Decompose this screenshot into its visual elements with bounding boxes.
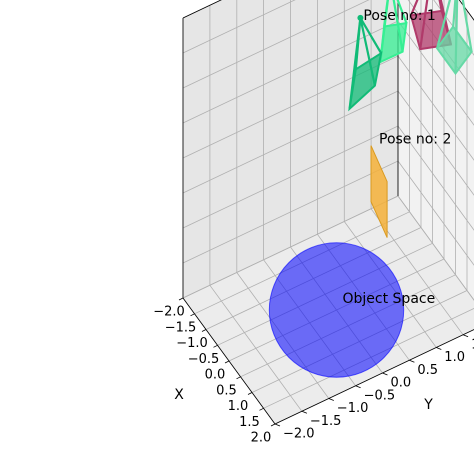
pose-frustum-edge <box>461 0 473 52</box>
object-space-sphere <box>268 242 405 378</box>
x-tick-label: 1.0 <box>228 399 249 414</box>
x-tick <box>178 297 184 301</box>
pose-frustum-edge <box>409 0 419 16</box>
poses-layer: Pose no: 0Pose no: 3Pose no: 4Pose no: 1… <box>348 0 473 238</box>
x-tick-label: −1.5 <box>165 320 197 335</box>
y-tick-label: −0.5 <box>364 388 396 403</box>
pose-apex-point <box>357 14 364 21</box>
y-tick <box>274 423 281 427</box>
grid-line-z <box>397 195 474 301</box>
y-tick <box>409 359 415 363</box>
grid-line-z <box>182 20 399 124</box>
y-tick <box>436 347 442 350</box>
x-tick <box>270 423 276 427</box>
y-tick-label: −1.5 <box>310 414 342 429</box>
pose-label: Pose no: 1 <box>363 8 435 24</box>
grid-line-z <box>182 0 370 89</box>
y-tick-label: −1.0 <box>337 401 369 416</box>
x-tick <box>190 313 195 317</box>
grid-line-z <box>397 55 474 161</box>
pose-frustum-edge <box>419 0 429 50</box>
y-tick <box>462 334 469 338</box>
x-tick-label: 2.0 <box>251 431 272 446</box>
grid-line-z <box>182 125 399 229</box>
object-space-label: Object Space <box>343 291 436 307</box>
pose-3: Pose no: 1 <box>348 8 436 112</box>
grid-line-z <box>397 125 474 231</box>
object-space-layer: Object Space <box>268 242 436 378</box>
pose-frustum-edge <box>354 17 362 70</box>
grid-line-z <box>397 90 474 196</box>
pose-frustum-edge <box>454 0 459 74</box>
y-tick <box>301 410 308 414</box>
grid-line-z <box>182 0 296 54</box>
x-tick-label: 1.5 <box>239 415 260 430</box>
pose-frustum-edge <box>396 0 408 24</box>
x-tick <box>213 344 218 348</box>
y-tick <box>382 372 388 376</box>
x-tick-label: 0.0 <box>205 368 226 383</box>
pose-label: Pose no: 2 <box>379 132 451 148</box>
pane-edge <box>182 0 222 19</box>
x-tick <box>259 407 264 411</box>
x-tick <box>236 376 241 380</box>
x-tick <box>224 360 230 364</box>
pose-frustum-edge <box>452 0 457 27</box>
pose-plane <box>370 145 388 238</box>
grid-line-z <box>397 20 474 126</box>
pose-frustum-edge <box>438 0 443 12</box>
y-tick <box>328 398 334 401</box>
x-tick <box>201 329 207 332</box>
tick-labels: −2.0−1.5−1.0−0.50.00.51.01.52.0 −2.0−1.5−… <box>153 297 474 446</box>
pose-frustum-edge <box>359 17 383 54</box>
grid-line-z <box>182 195 399 299</box>
x-tick-label: −0.5 <box>188 352 220 367</box>
y-tick <box>355 385 361 389</box>
pose-frustum-edge <box>392 0 404 52</box>
grid-line-z <box>397 160 474 266</box>
pose-1: Pose no: 3 <box>435 0 473 76</box>
x-tick-label: −2.0 <box>153 305 185 320</box>
y-tick-label: 1.5 <box>471 337 474 352</box>
grid-line-z <box>182 160 399 264</box>
x-tick-label: 0.5 <box>216 383 237 398</box>
grid-line-z <box>182 90 399 194</box>
y-tick-label: 0.5 <box>417 363 438 378</box>
grid-line-y <box>209 285 303 412</box>
y-tick-label: 0.0 <box>391 376 412 391</box>
x-tick-label: −1.0 <box>176 336 208 351</box>
pose-frustum-edge <box>436 0 451 49</box>
pose-4: Pose no: 2 <box>370 132 451 238</box>
pose-frustum-edge <box>439 0 452 45</box>
x-axis-label: X <box>174 387 184 403</box>
y-tick-label: 1.0 <box>444 350 465 365</box>
y-tick-label: −2.0 <box>283 427 315 442</box>
back-pane-xz <box>398 0 474 301</box>
pose-frustum-edge <box>359 17 376 86</box>
x-tick <box>247 392 253 395</box>
pose-frustum-edge <box>383 0 389 27</box>
y-axis-label: Y <box>423 397 433 413</box>
pose-0: Pose no: 0 <box>409 0 453 51</box>
